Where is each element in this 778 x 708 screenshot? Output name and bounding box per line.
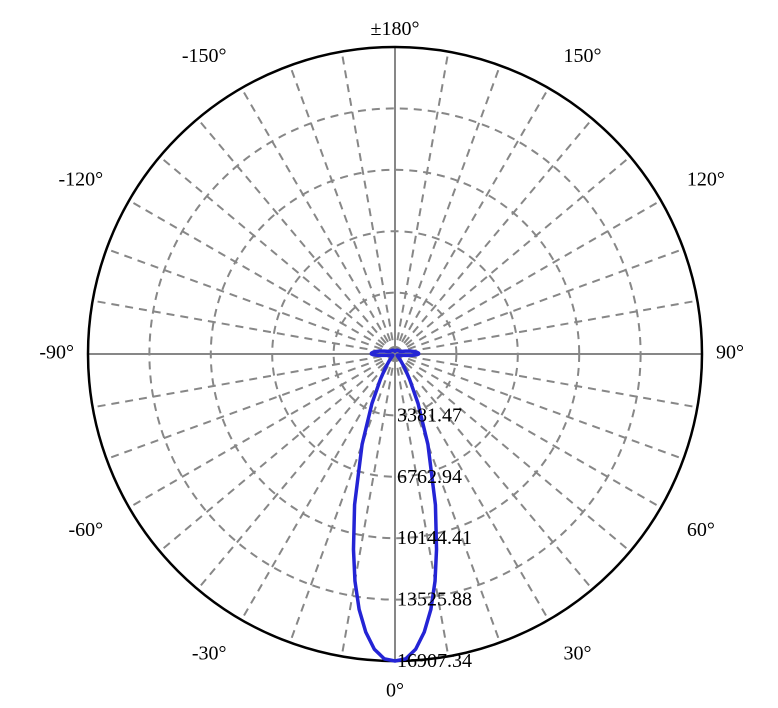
radial-label: 10144.41 [397, 527, 472, 549]
angle-label: 90° [716, 342, 744, 364]
radial-label: 13525.88 [397, 589, 472, 611]
angle-label: -60° [68, 519, 103, 541]
angle-label: -150° [182, 45, 227, 67]
polar-chart: 0° 30° 60° 90° 120° 150° ±180° -150° -120° -90° -6… [0, 0, 778, 708]
radial-label: 3381.47 [397, 404, 462, 426]
angle-label: -30° [192, 642, 227, 664]
angle-label: 0° [386, 680, 404, 702]
angle-label: -120° [58, 169, 103, 191]
angle-label: -90° [39, 342, 74, 364]
angle-label: 120° [687, 169, 725, 191]
angle-label: ±180° [371, 18, 420, 40]
angle-label: 150° [564, 45, 602, 67]
radial-label: 6762.94 [397, 466, 462, 488]
radial-label: 16907.34 [397, 650, 472, 672]
angle-label: 60° [687, 519, 715, 541]
angle-label: 30° [564, 642, 592, 664]
